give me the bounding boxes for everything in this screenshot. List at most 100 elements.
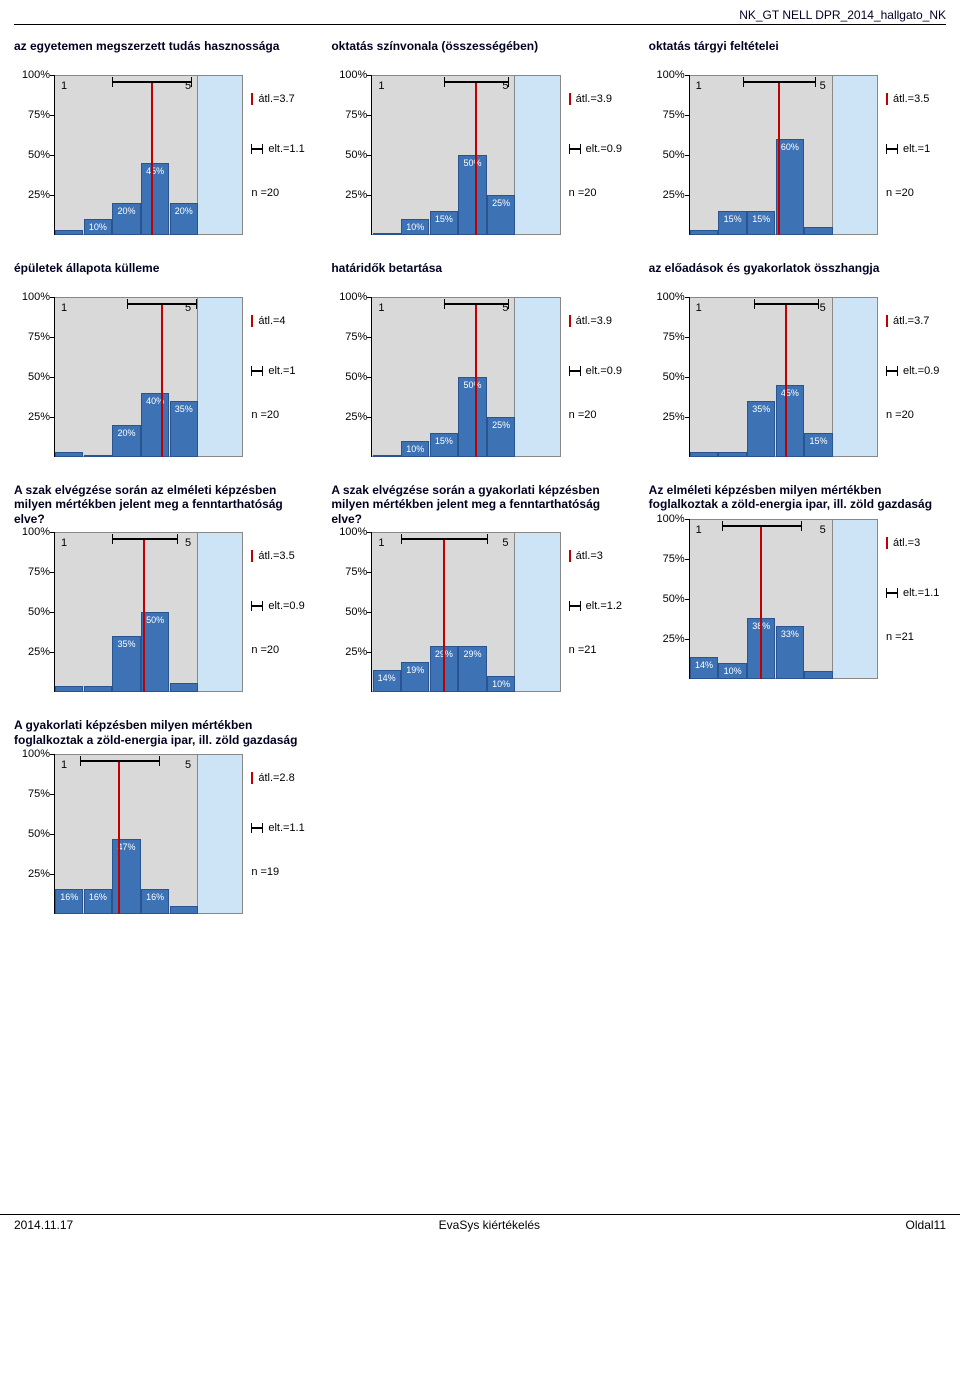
chart-title: Az elméleti képzésben milyen mértékben f… bbox=[649, 483, 946, 513]
bar-label: 16% bbox=[89, 892, 107, 902]
legend-n: n =21 bbox=[886, 631, 914, 643]
y-axis-label: 25% bbox=[28, 411, 50, 423]
legend-n: n =20 bbox=[569, 187, 597, 199]
bar-label: 16% bbox=[60, 892, 78, 902]
bar-label: 50% bbox=[146, 615, 164, 625]
y-axis-label: 100% bbox=[22, 748, 50, 760]
y-axis: 100%75%50%25% bbox=[649, 75, 689, 235]
y-axis-label: 50% bbox=[28, 828, 50, 840]
plot-area: 1510%20%45%20% bbox=[54, 75, 243, 235]
legend-n: n =20 bbox=[251, 644, 279, 656]
dev-bar bbox=[80, 760, 159, 762]
legend-mean: átl.=4 bbox=[251, 315, 285, 327]
chart-title: épületek állapota külleme bbox=[14, 261, 311, 291]
y-axis-label: 100% bbox=[657, 69, 685, 81]
mean-line bbox=[118, 760, 120, 914]
dev-bar bbox=[754, 303, 818, 305]
bar: 47% bbox=[112, 839, 140, 914]
bar bbox=[170, 906, 198, 914]
y-axis-label: 75% bbox=[663, 553, 685, 565]
y-axis-label: 25% bbox=[28, 868, 50, 880]
footer-center: EvaSys kiértékelés bbox=[439, 1218, 540, 1232]
y-axis-label: 75% bbox=[28, 109, 50, 121]
y-axis-label: 100% bbox=[657, 513, 685, 525]
legend-dev: elt.=1.1 bbox=[251, 822, 304, 834]
bar bbox=[373, 233, 401, 235]
chart-title: oktatás színvonala (összességében) bbox=[331, 39, 628, 69]
bar-label: 14% bbox=[378, 673, 396, 683]
plot-area: 1515%15%60% bbox=[689, 75, 878, 235]
chart-title: A szak elvégzése során a gyakorlati képz… bbox=[331, 483, 628, 526]
bar-label: 35% bbox=[752, 404, 770, 414]
chart-legend: átl.=3elt.=1.2n =21 bbox=[561, 532, 629, 692]
plot-area: 1510%15%50%25% bbox=[371, 297, 560, 457]
bar: 14% bbox=[373, 670, 401, 692]
bar: 16% bbox=[55, 889, 83, 915]
mean-line bbox=[143, 538, 145, 692]
bar-label: 29% bbox=[463, 649, 481, 659]
legend-dev: elt.=0.9 bbox=[886, 365, 939, 377]
bar-label: 15% bbox=[752, 214, 770, 224]
y-axis-label: 25% bbox=[345, 646, 367, 658]
bar: 50% bbox=[458, 155, 486, 235]
chart-legend: átl.=3.7elt.=1.1n =20 bbox=[243, 75, 311, 235]
charts-grid: az egyetemen megszerzett tudás hasznossá… bbox=[14, 39, 946, 914]
axis-min-label: 1 bbox=[696, 302, 702, 314]
bar: 50% bbox=[458, 377, 486, 457]
bar: 16% bbox=[141, 889, 169, 915]
chart-title: az egyetemen megszerzett tudás hasznossá… bbox=[14, 39, 311, 69]
legend-mean: átl.=3.7 bbox=[251, 93, 294, 105]
chart-cell: oktatás színvonala (összességében)100%75… bbox=[331, 39, 628, 235]
axis-max-label: 5 bbox=[820, 80, 826, 92]
page-header: NK_GT NELL DPR_2014_hallgato_NK bbox=[14, 8, 946, 25]
chart: 100%75%50%25%1516%16%47%16%átl.=2.8elt.=… bbox=[14, 754, 311, 914]
bar-label: 45% bbox=[781, 388, 799, 398]
bar: 15% bbox=[747, 211, 775, 235]
mean-line bbox=[443, 538, 445, 692]
y-axis: 100%75%50%25% bbox=[14, 75, 54, 235]
axis-max-label: 5 bbox=[185, 759, 191, 771]
mean-line bbox=[760, 525, 762, 679]
y-axis-label: 25% bbox=[663, 411, 685, 423]
page-footer: 2014.11.17 EvaSys kiértékelés Oldal11 bbox=[0, 1214, 960, 1242]
chart-legend: átl.=3.9elt.=0.9n =20 bbox=[561, 75, 629, 235]
bar: 25% bbox=[487, 417, 515, 457]
y-axis-label: 75% bbox=[663, 109, 685, 121]
bar bbox=[690, 230, 718, 235]
bar: 45% bbox=[776, 385, 804, 457]
bar-label: 20% bbox=[175, 206, 193, 216]
y-axis-label: 50% bbox=[663, 593, 685, 605]
legend-dev: elt.=1 bbox=[251, 365, 295, 377]
bar bbox=[170, 683, 198, 693]
y-axis-label: 75% bbox=[345, 566, 367, 578]
dev-bar bbox=[743, 81, 815, 83]
plot-area: 1516%16%47%16% bbox=[54, 754, 243, 914]
bar: 15% bbox=[430, 211, 458, 235]
plot-area: 1520%40%35% bbox=[54, 297, 243, 457]
bar: 25% bbox=[487, 195, 515, 235]
bar-label: 15% bbox=[724, 214, 742, 224]
bar-label: 45% bbox=[146, 166, 164, 176]
mean-line bbox=[475, 81, 477, 235]
bar-label: 35% bbox=[118, 639, 136, 649]
bar-label: 60% bbox=[781, 142, 799, 152]
axis-min-label: 1 bbox=[61, 302, 67, 314]
legend-mean: átl.=3.5 bbox=[251, 550, 294, 562]
legend-n: n =20 bbox=[886, 409, 914, 421]
chart: 100%75%50%25%1510%15%50%25%átl.=3.9elt.=… bbox=[331, 75, 628, 235]
bar: 45% bbox=[141, 163, 169, 235]
footer-date: 2014.11.17 bbox=[14, 1218, 73, 1232]
chart: 100%75%50%25%1510%20%45%20%átl.=3.7elt.=… bbox=[14, 75, 311, 235]
y-axis: 100%75%50%25% bbox=[649, 297, 689, 457]
y-axis-label: 75% bbox=[663, 331, 685, 343]
axis-min-label: 1 bbox=[378, 80, 384, 92]
plot-area: 1535%45%15% bbox=[689, 297, 878, 457]
chart-legend: átl.=3.5elt.=1n =20 bbox=[878, 75, 946, 235]
bar: 19% bbox=[401, 662, 429, 692]
y-axis-label: 50% bbox=[345, 149, 367, 161]
plot-area: 1514%10%38%33% bbox=[689, 519, 878, 679]
y-axis: 100%75%50%25% bbox=[14, 754, 54, 914]
y-axis-label: 75% bbox=[28, 566, 50, 578]
chart: 100%75%50%25%1510%15%50%25%átl.=3.9elt.=… bbox=[331, 297, 628, 457]
y-axis-label: 25% bbox=[663, 189, 685, 201]
